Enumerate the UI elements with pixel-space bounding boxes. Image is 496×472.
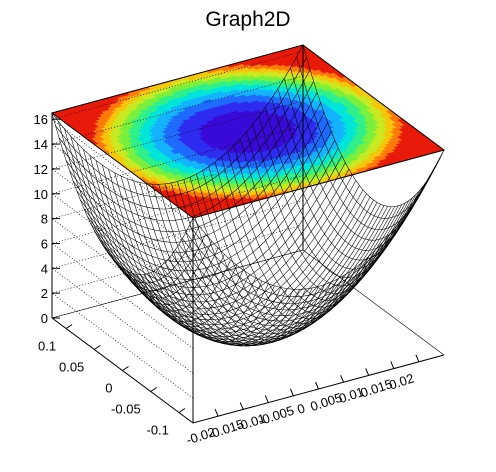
- chart-title: Graph2D: [205, 8, 290, 31]
- y-tick-label: -0.05: [111, 402, 141, 417]
- y-axis-ticks: -0.1 -0.05 0 0.050.1: [38, 324, 186, 438]
- z-tick-label: 16: [34, 112, 48, 127]
- y-tick-mark: [122, 366, 129, 371]
- y-tick-label: 0: [105, 381, 112, 396]
- y-tick-mark: [94, 345, 101, 350]
- z-tick-label: 2: [41, 286, 48, 301]
- wall-gridline: [51, 224, 304, 399]
- z-tick-label: 12: [34, 162, 48, 177]
- z-tick-label: 14: [34, 137, 48, 152]
- y-tick-mark: [150, 387, 157, 392]
- x-tick-mark: [214, 409, 219, 417]
- y-tick-mark: [178, 408, 186, 413]
- x-tick-mark: [264, 395, 269, 403]
- z-tick-label: 4: [41, 261, 48, 276]
- z-tick-label: 6: [41, 236, 48, 251]
- wall-gridline: [51, 249, 304, 424]
- x-tick-label: -0.005: [256, 403, 296, 429]
- z-tick-label: 10: [34, 187, 48, 202]
- y-tick-label: -0.1: [146, 423, 168, 438]
- x-tick-mark: [289, 388, 294, 396]
- y-tick-label: 0.1: [38, 339, 56, 354]
- x-tick-label: 0.02: [387, 370, 416, 392]
- base-back-lines: [51, 249, 445, 356]
- x-axis-ticks: -0.02-0.015-0.01-0.005 0 0.0050.010.0150.0…: [184, 354, 420, 448]
- y-tick-label: 0.05: [59, 360, 84, 375]
- mesh-line-y: [146, 205, 399, 346]
- mesh-line-y: [115, 193, 367, 334]
- y-tick-mark: [65, 324, 73, 329]
- x-tick-mark: [239, 402, 244, 410]
- x-tick-mark: [365, 368, 370, 376]
- x-tick-mark: [315, 381, 319, 390]
- z-tick-label: 8: [41, 212, 48, 227]
- z-tick-label: 0: [41, 311, 48, 326]
- top-contour-plane: [50, 44, 446, 219]
- x-tick-label: 0: [295, 400, 307, 417]
- x-tick-mark: [390, 361, 395, 369]
- x-tick-mark: [415, 354, 420, 362]
- mesh-line-y: [118, 196, 371, 337]
- x-tick-mark: [340, 375, 345, 383]
- z-axis-ticks: 0 2 4 6 8 10 12 14 16: [34, 112, 60, 326]
